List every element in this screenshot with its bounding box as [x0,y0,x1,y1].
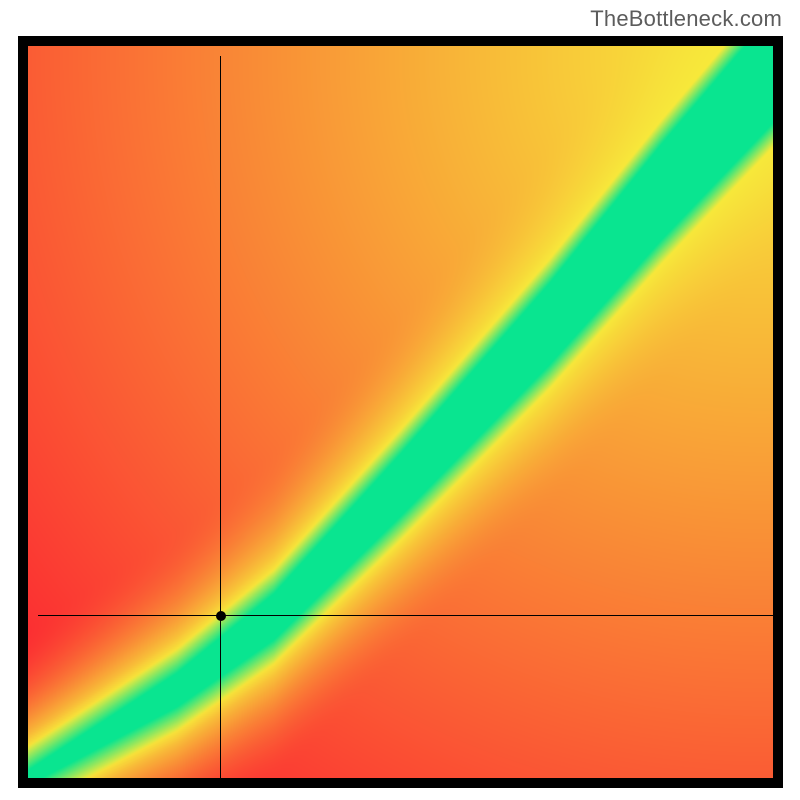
crosshair-vertical [220,56,221,788]
plot-frame [18,36,783,788]
crosshair-dot [216,611,226,621]
heatmap-canvas [28,46,773,778]
crosshair-horizontal [38,615,783,616]
attribution-text: TheBottleneck.com [590,6,782,32]
